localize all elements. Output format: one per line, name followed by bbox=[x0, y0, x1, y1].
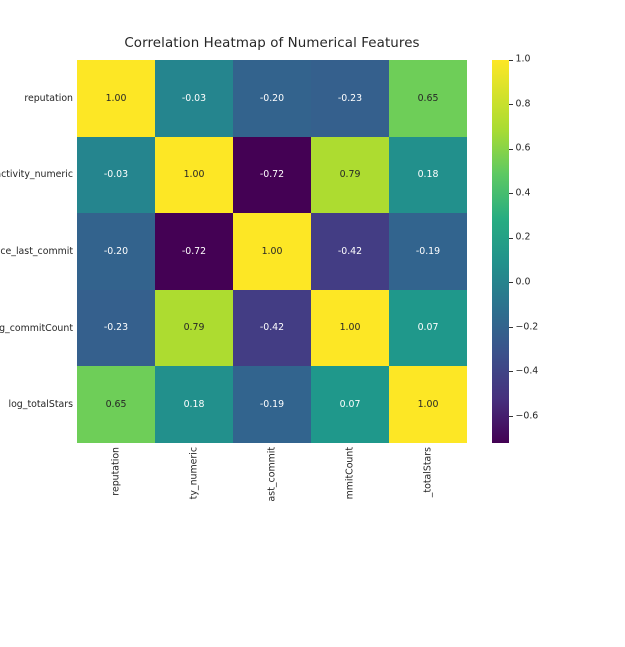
heatmap-cell-value: -0.19 bbox=[415, 245, 441, 257]
colorbar-tick-label: 0.0 bbox=[515, 276, 531, 288]
correlation-heatmap: 1.00 -0.03 -0.20 -0.23 0.65 -0.03 1.00 -0.72 0.7… bbox=[77, 60, 467, 443]
colorbar-tick-mark bbox=[509, 104, 513, 106]
y-tick-label: log_totalStars bbox=[8, 399, 73, 411]
x-tick-slot: mmitCount bbox=[311, 447, 389, 647]
heatmap-cell-value: 1.00 bbox=[105, 92, 127, 104]
heatmap-cell: 0.65 bbox=[77, 366, 155, 443]
heatmap-cell: 0.18 bbox=[389, 136, 467, 214]
colorbar-tick-mark bbox=[509, 415, 513, 417]
heatmap-cell: 0.79 bbox=[155, 289, 233, 367]
heatmap-cell-value: -0.20 bbox=[259, 92, 285, 104]
heatmap-cell: 0.65 bbox=[389, 60, 467, 137]
heatmap-cell: -0.72 bbox=[155, 213, 233, 290]
colorbar-tick-label: 0.4 bbox=[515, 187, 531, 199]
heatmap-cell-value: 1.00 bbox=[417, 398, 439, 410]
heatmap-cell-value: 1.00 bbox=[183, 169, 205, 181]
heatmap-cell-value: 1.00 bbox=[261, 245, 283, 257]
colorbar-tick-mark bbox=[509, 59, 513, 61]
colorbar-tick-label: 0.8 bbox=[515, 98, 531, 110]
heatmap-cell: 0.07 bbox=[389, 289, 467, 367]
colorbar-tick-mark bbox=[509, 193, 513, 195]
colorbar-tick-mark bbox=[509, 371, 513, 373]
x-tick-label: _totalStars bbox=[422, 447, 434, 498]
heatmap-cell-value: -0.23 bbox=[337, 92, 363, 104]
heatmap-cell: 0.18 bbox=[155, 366, 233, 443]
x-tick-slot: _totalStars bbox=[389, 447, 467, 647]
heatmap-cell: -0.23 bbox=[311, 60, 389, 137]
matplotlib-figure: Correlation Heatmap of Numerical Feature… bbox=[0, 36, 539, 502]
heatmap-cell: 1.00 bbox=[233, 213, 311, 290]
colorbar-tick-label: −0.2 bbox=[515, 321, 539, 332]
heatmap-cell: 1.00 bbox=[77, 60, 155, 137]
heatmap-cell: -0.42 bbox=[311, 213, 389, 290]
x-tick-label: ty_numeric bbox=[188, 447, 200, 500]
colorbar-tick-mark bbox=[509, 148, 513, 150]
colorbar-tick-label: −0.6 bbox=[515, 410, 539, 422]
heatmap-cell-value: 1.00 bbox=[339, 322, 361, 334]
heatmap-cell-value: 0.79 bbox=[183, 322, 205, 334]
heatmap-cell: -0.20 bbox=[77, 213, 155, 290]
x-tick-label: ast_commit bbox=[266, 447, 278, 502]
colorbar-tick-label: 0.2 bbox=[515, 231, 531, 243]
page-title: Correlation Heatmap of Numerical Feature… bbox=[124, 36, 420, 51]
heatmap-cell: 0.79 bbox=[311, 136, 389, 214]
colorbar-tick-mark bbox=[509, 237, 513, 239]
heatmap-cell: 0.07 bbox=[311, 366, 389, 443]
heatmap-cell-value: 0.18 bbox=[417, 169, 439, 181]
heatmap-cell-value: -0.72 bbox=[259, 169, 285, 181]
y-axis-tick-labels: reputation activity_numeric nce_last_com… bbox=[0, 60, 73, 443]
heatmap-cell-value: 0.65 bbox=[417, 92, 439, 104]
x-tick-slot: ast_commit bbox=[233, 447, 311, 647]
colorbar-tick-label: 0.6 bbox=[515, 142, 531, 154]
heatmap-cell: -0.20 bbox=[233, 60, 311, 137]
heatmap-cell-value: 0.07 bbox=[339, 398, 361, 410]
heatmap-cell: 1.00 bbox=[155, 136, 233, 214]
heatmap-cell-value: -0.03 bbox=[181, 92, 207, 104]
heatmap-cell-value: -0.42 bbox=[337, 245, 363, 257]
y-tick-label: nce_last_commit bbox=[0, 245, 73, 257]
heatmap-cell: -0.19 bbox=[233, 366, 311, 443]
heatmap-cell: -0.03 bbox=[77, 136, 155, 214]
heatmap-cell-value: 0.65 bbox=[105, 398, 127, 410]
heatmap-cell-value: 0.79 bbox=[339, 169, 361, 181]
colorbar-tick-mark bbox=[509, 282, 513, 284]
colorbar-tick-label: −0.4 bbox=[515, 365, 539, 377]
heatmap-cell: -0.19 bbox=[389, 213, 467, 290]
heatmap-cell-value: -0.03 bbox=[103, 169, 129, 181]
heatmap-cell: -0.42 bbox=[233, 289, 311, 367]
heatmap-cell-value: 0.07 bbox=[417, 322, 439, 334]
heatmap-cell: -0.03 bbox=[155, 60, 233, 137]
colorbar: 1.0 0.8 0.6 0.4 0.2 0.0 −0.2 −0.4 −0.6 bbox=[492, 54, 538, 443]
heatmap-cell-value: -0.23 bbox=[103, 322, 129, 334]
x-tick-label: reputation bbox=[110, 447, 122, 496]
y-tick-label: activity_numeric bbox=[0, 169, 73, 181]
y-tick-label: og_commitCount bbox=[0, 322, 73, 334]
x-tick-slot: reputation bbox=[77, 447, 155, 647]
y-tick-label: reputation bbox=[24, 92, 73, 104]
heatmap-cell: -0.23 bbox=[77, 289, 155, 367]
colorbar-tick-mark bbox=[509, 326, 513, 328]
heatmap-cell: 1.00 bbox=[311, 289, 389, 367]
x-axis-tick-labels: reputation ty_numeric ast_commit mmitCou… bbox=[77, 447, 467, 647]
heatmap-cell-value: -0.72 bbox=[181, 245, 207, 257]
x-tick-slot: ty_numeric bbox=[155, 447, 233, 647]
heatmap-cell-value: -0.20 bbox=[103, 245, 129, 257]
x-tick-label: mmitCount bbox=[344, 447, 356, 500]
heatmap-cell-value: -0.19 bbox=[259, 398, 285, 410]
heatmap-cell: -0.72 bbox=[233, 136, 311, 214]
colorbar-gradient bbox=[492, 60, 509, 443]
heatmap-cell: 1.00 bbox=[389, 366, 467, 443]
heatmap-cell-value: 0.18 bbox=[183, 398, 205, 410]
colorbar-tick-label: 1.0 bbox=[515, 53, 531, 65]
heatmap-cell-value: -0.42 bbox=[259, 322, 285, 334]
